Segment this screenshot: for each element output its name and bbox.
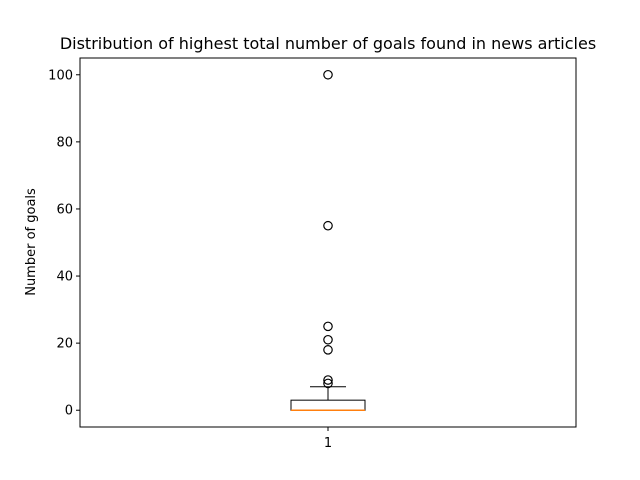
outlier-point [323, 375, 333, 385]
y-tick-label: 0 [65, 404, 73, 419]
box-iqr [290, 399, 366, 411]
y-tick-label: 60 [56, 202, 73, 217]
y-tick-label: 20 [56, 337, 73, 352]
outlier-point [323, 378, 333, 389]
y-axis-label: Number of goals [24, 188, 39, 296]
outlier-point [323, 334, 333, 345]
y-tick-label: 40 [56, 270, 73, 285]
x-tick-label: 1 [324, 436, 332, 451]
plot-area: 0 20 40 60 80 100 1 [48, 68, 366, 451]
outlier-point [323, 345, 333, 355]
chart-title: Distribution of highest total number of … [60, 34, 596, 53]
outlier-point [323, 220, 333, 231]
y-tick-label: 80 [56, 135, 73, 150]
outlier-point [323, 69, 333, 80]
outlier-point [323, 321, 333, 332]
axes-frame [79, 57, 577, 428]
y-tick-label: 100 [48, 68, 73, 83]
